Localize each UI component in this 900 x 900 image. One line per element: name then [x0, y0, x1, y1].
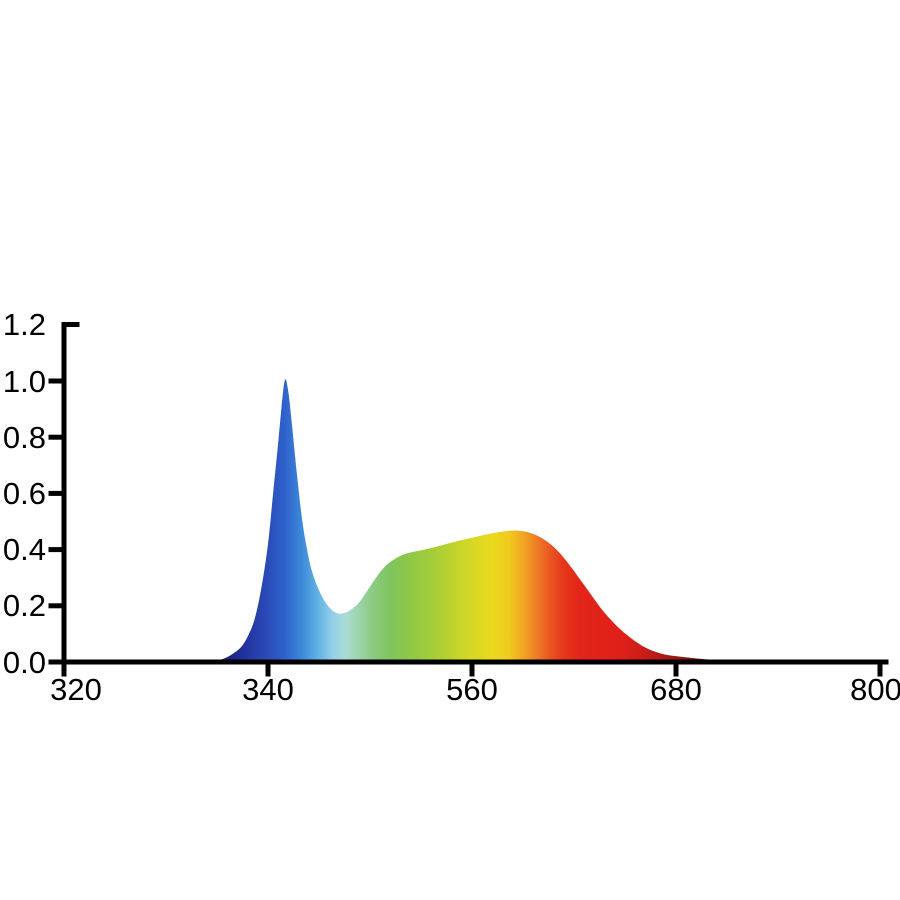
x-tick-label: 560	[446, 672, 498, 707]
y-axis-top-cap	[66, 322, 80, 327]
y-tick-label: 0.8	[2, 419, 46, 455]
x-tick	[673, 664, 679, 677]
y-tick	[48, 490, 62, 496]
y-tick-label: 0.2	[2, 588, 46, 624]
y-tick	[48, 547, 62, 553]
x-tick-label: 320	[50, 672, 102, 707]
x-tick	[265, 664, 271, 677]
y-tick	[48, 378, 62, 384]
y-tick-label: 0.4	[2, 532, 46, 568]
x-tick	[469, 664, 475, 677]
y-tick-label: 1.2	[2, 307, 46, 343]
x-tick-label: 680	[650, 672, 702, 707]
x-tick-label: 800	[850, 672, 900, 707]
x-tick	[61, 664, 67, 677]
x-tick-label: 340	[242, 672, 294, 707]
y-tick-label: 1.0	[2, 363, 46, 399]
x-axis-line	[61, 659, 889, 665]
y-axis-line	[61, 322, 67, 665]
axes	[48, 322, 889, 677]
x-tick	[877, 664, 883, 677]
y-tick	[48, 603, 62, 609]
y-tick	[48, 434, 62, 440]
y-tick-label: 0.6	[2, 475, 46, 511]
y-tick	[48, 659, 62, 665]
spectrum-area	[206, 379, 782, 662]
y-tick-label: 0.0	[2, 644, 46, 680]
